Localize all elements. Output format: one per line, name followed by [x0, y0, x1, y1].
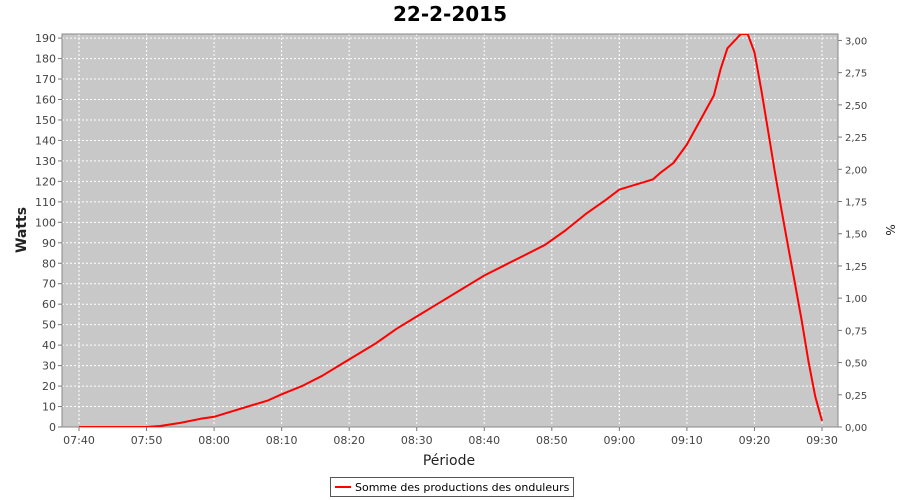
- legend-swatch: [335, 486, 351, 488]
- y-tick-label: 40: [42, 339, 56, 352]
- y-tick-label: 60: [42, 298, 56, 311]
- y-tick-label: 130: [35, 155, 56, 168]
- y-tick-label: 190: [35, 32, 56, 45]
- y-tick-label: 80: [42, 257, 56, 270]
- x-tick-label: 09:00: [604, 434, 636, 447]
- y-tick-label: 70: [42, 278, 56, 291]
- y2-axis-label: %: [883, 224, 897, 235]
- y-tick-label: 150: [35, 114, 56, 127]
- x-tick-label: 07:40: [63, 434, 95, 447]
- y2-tick-label: 3,00: [845, 36, 867, 47]
- y-tick-label: 180: [35, 53, 56, 66]
- y-tick-label: 20: [42, 380, 56, 393]
- x-tick-label: 08:20: [333, 434, 365, 447]
- x-tick-label: 08:50: [536, 434, 568, 447]
- y2-tick-label: 0,75: [845, 326, 867, 337]
- y2-tick-label: 0,00: [845, 423, 867, 434]
- y2-tick-label: 1,00: [845, 294, 867, 305]
- y-tick-label: 160: [35, 94, 56, 107]
- y-tick-label: 170: [35, 73, 56, 86]
- series-line-0: [79, 34, 823, 427]
- y-tick-label: 100: [35, 216, 56, 229]
- plot-border: [61, 33, 839, 428]
- y-tick-label: 0: [49, 421, 56, 434]
- legend: Somme des productions des onduleurs: [330, 477, 575, 497]
- y2-tick-label: 2,50: [845, 101, 867, 112]
- y-tick-label: 110: [35, 196, 56, 209]
- y-tick-label: 90: [42, 237, 56, 250]
- y-axis-label: Watts: [14, 207, 30, 253]
- y-tick-label: 120: [35, 175, 56, 188]
- y-tick-label: 30: [42, 360, 56, 373]
- y-tick-label: 10: [42, 401, 56, 414]
- y2-tick-label: 2,25: [845, 133, 867, 144]
- x-tick-label: 08:40: [468, 434, 500, 447]
- plot-area: [61, 33, 839, 428]
- y2-tick-label: 1,25: [845, 262, 867, 273]
- y2-tick-label: 2,00: [845, 165, 867, 176]
- x-tick-label: 09:30: [806, 434, 838, 447]
- x-tick-label: 08:30: [401, 434, 433, 447]
- y-tick-label: 140: [35, 134, 56, 147]
- y2-tick-label: 1,50: [845, 230, 867, 241]
- y2-tick-label: 0,25: [845, 391, 867, 402]
- y2-tick-label: 2,75: [845, 69, 867, 80]
- x-axis-label: Période: [423, 453, 475, 469]
- y2-tick-label: 1,75: [845, 198, 867, 209]
- x-tick-label: 07:50: [131, 434, 163, 447]
- x-tick-label: 09:20: [739, 434, 771, 447]
- x-tick-label: 09:10: [671, 434, 703, 447]
- series-layer: [79, 34, 823, 427]
- chart-title: 22-2-2015: [392, 2, 507, 26]
- axes: 0 10 20 30 40 50 60 70 80 90 100 110 120 130 140 150 160…: [35, 32, 867, 447]
- x-tick-label: 08:10: [266, 434, 298, 447]
- legend-label: Somme des productions des onduleurs: [355, 480, 570, 494]
- grid-lines: [62, 34, 838, 428]
- y-tick-label: 50: [42, 319, 56, 332]
- y2-tick-label: 0,50: [845, 359, 867, 370]
- x-tick-label: 08:00: [198, 434, 230, 447]
